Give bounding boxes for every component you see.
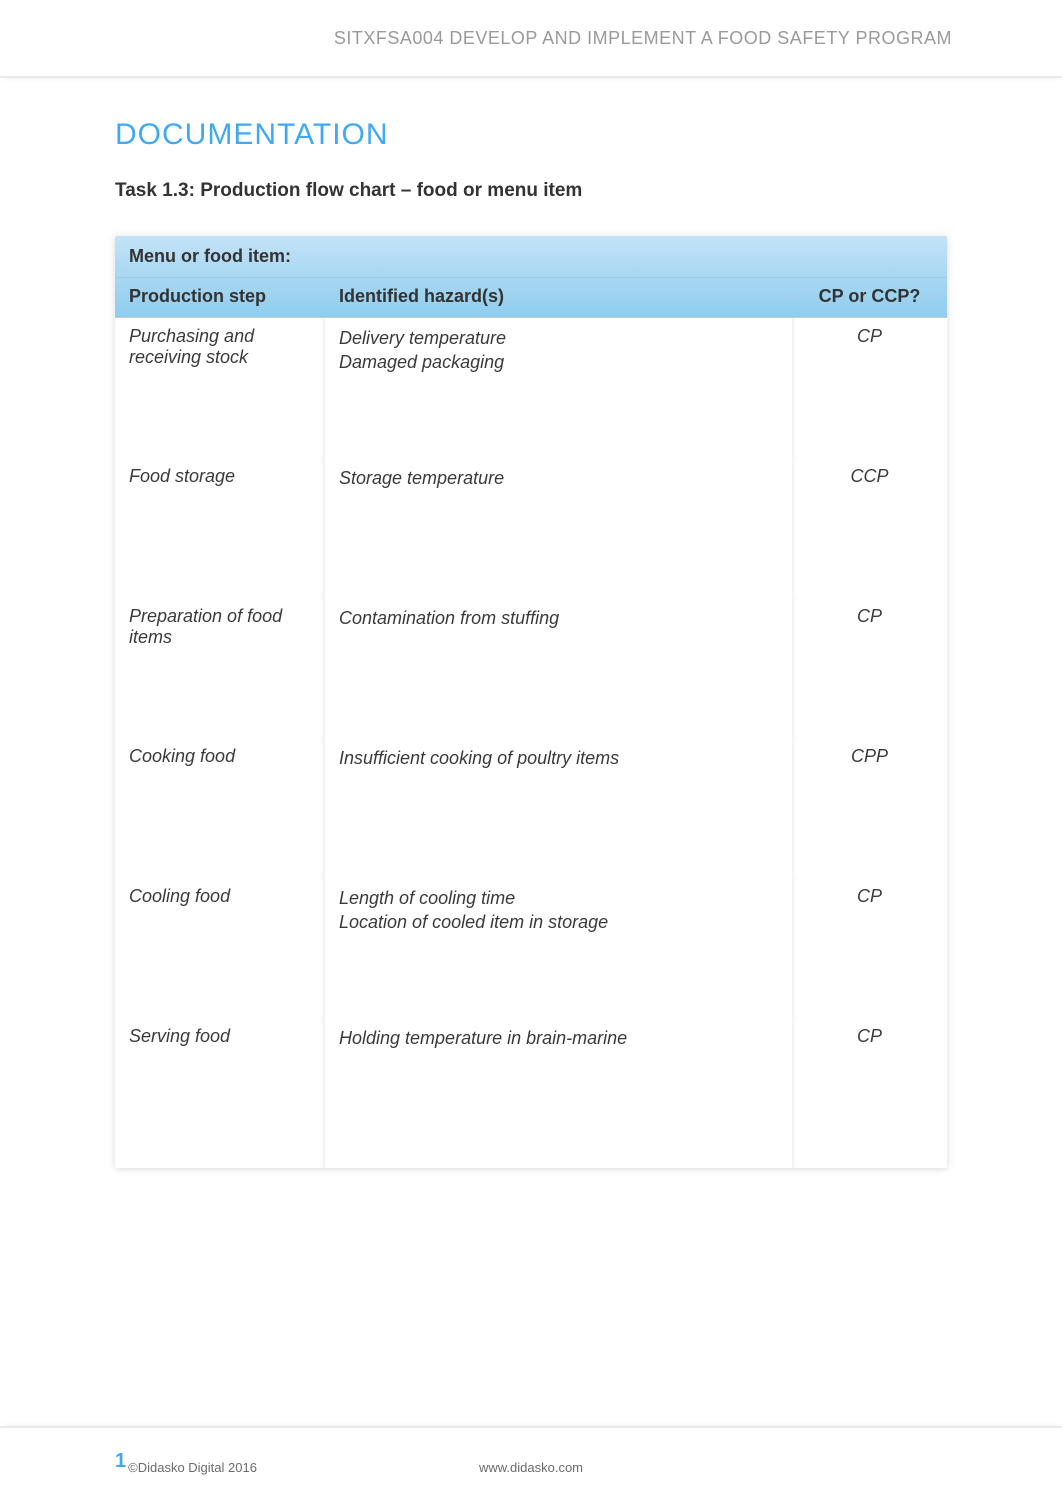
col-header-step: Production step — [115, 278, 325, 318]
table-row: Cooling food Length of cooling time Loca… — [115, 878, 947, 1018]
table-row: Purchasing and receiving stock Delivery … — [115, 318, 947, 458]
production-table: Production step Identified hazard(s) CP … — [115, 278, 947, 1168]
task-title: Task 1.3: Production flow chart – food o… — [115, 180, 947, 202]
table-row: Preparation of food items Contamination … — [115, 598, 947, 738]
cell-cp: CPP — [792, 738, 947, 878]
cell-hazard: Length of cooling time Location of coole… — [325, 878, 792, 1018]
cell-hazard: Delivery temperature Damaged packaging — [325, 318, 792, 458]
cell-cp: CP — [792, 878, 947, 1018]
hazard-line: Delivery temperature — [339, 326, 778, 350]
cell-step: Food storage — [115, 458, 325, 598]
hazard-line: Damaged packaging — [339, 350, 778, 374]
cell-step: Cooling food — [115, 878, 325, 1018]
hazard-line: Insufficient cooking of poultry items — [339, 746, 778, 770]
page-number: 1 — [115, 1450, 126, 1473]
cell-hazard: Holding temperature in brain-marine — [325, 1018, 792, 1168]
col-header-hazard: Identified hazard(s) — [325, 278, 792, 318]
hazard-line: Length of cooling time — [339, 886, 778, 910]
document-footer: 1 ©Didasko Digital 2016 www.didasko.com — [0, 1426, 1062, 1506]
cell-step: Serving food — [115, 1018, 325, 1168]
page-body: DOCUMENTATION Task 1.3: Production flow … — [0, 78, 1062, 1168]
unit-code: SITXFSA004 DEVELOP AND IMPLEMENT A FOOD … — [334, 28, 952, 49]
cell-cp: CCP — [792, 458, 947, 598]
copyright-text: ©Didasko Digital 2016 — [128, 1460, 257, 1475]
menu-item-row: Menu or food item: — [115, 236, 947, 278]
flow-chart-table: Menu or food item: Production step Ident… — [115, 236, 947, 1168]
document-header: SITXFSA004 DEVELOP AND IMPLEMENT A FOOD … — [0, 0, 1062, 78]
cell-hazard: Insufficient cooking of poultry items — [325, 738, 792, 878]
cell-step: Purchasing and receiving stock — [115, 318, 325, 458]
hazard-line: Holding temperature in brain-marine — [339, 1026, 778, 1050]
hazard-line: Location of cooled item in storage — [339, 910, 778, 934]
hazard-line: Contamination from stuffing — [339, 606, 778, 630]
hazard-line: Storage temperature — [339, 466, 778, 490]
cell-step: Cooking food — [115, 738, 325, 878]
cell-hazard: Contamination from stuffing — [325, 598, 792, 738]
cell-cp: CP — [792, 598, 947, 738]
table-row: Cooking food Insufficient cooking of pou… — [115, 738, 947, 878]
table-row: Serving food Holding temperature in brai… — [115, 1018, 947, 1168]
table-row: Food storage Storage temperature CCP — [115, 458, 947, 598]
col-header-cp: CP or CCP? — [792, 278, 947, 318]
cell-step: Preparation of food items — [115, 598, 325, 738]
section-title: DOCUMENTATION — [115, 118, 947, 152]
table-header-row: Production step Identified hazard(s) CP … — [115, 278, 947, 318]
cell-cp: CP — [792, 1018, 947, 1168]
cell-hazard: Storage temperature — [325, 458, 792, 598]
site-url: www.didasko.com — [479, 1460, 583, 1475]
cell-cp: CP — [792, 318, 947, 458]
